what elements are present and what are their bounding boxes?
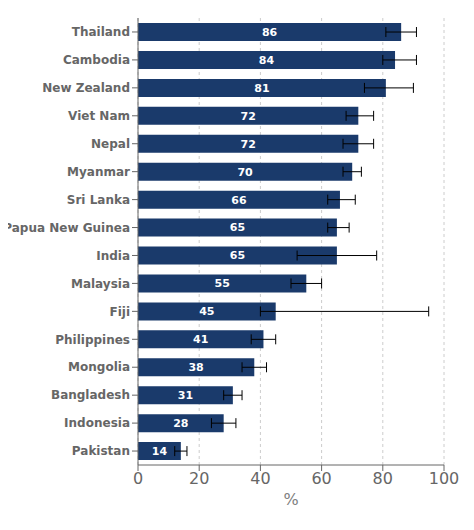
svg-text:Nepal: Nepal (91, 137, 130, 151)
svg-text:70: 70 (237, 166, 253, 179)
svg-text:72: 72 (241, 110, 256, 123)
svg-text:60: 60 (311, 469, 331, 488)
svg-text:55: 55 (214, 277, 229, 290)
svg-text:80: 80 (373, 469, 393, 488)
svg-text:84: 84 (259, 54, 275, 67)
svg-text:38: 38 (188, 361, 203, 374)
svg-text:66: 66 (231, 194, 247, 207)
svg-text:Malaysia: Malaysia (71, 277, 130, 291)
svg-text:65: 65 (230, 221, 245, 234)
svg-text:New Zealand: New Zealand (42, 81, 130, 95)
svg-text:14: 14 (152, 445, 168, 458)
svg-text:Cambodia: Cambodia (63, 53, 130, 67)
svg-text:Mongolia: Mongolia (68, 360, 130, 374)
svg-text:%: % (283, 490, 298, 509)
svg-text:Viet Nam: Viet Nam (68, 109, 130, 123)
svg-text:41: 41 (193, 333, 208, 346)
svg-text:65: 65 (230, 249, 245, 262)
svg-text:Myanmar: Myanmar (67, 165, 130, 179)
svg-text:72: 72 (241, 138, 256, 151)
svg-text:Philippines: Philippines (55, 333, 130, 347)
svg-text:India: India (96, 249, 130, 263)
svg-text:20: 20 (189, 469, 209, 488)
svg-text:Pakistan: Pakistan (72, 444, 130, 458)
svg-text:0: 0 (133, 469, 143, 488)
svg-text:31: 31 (178, 389, 193, 402)
svg-text:100: 100 (429, 469, 460, 488)
svg-text:86: 86 (262, 26, 278, 39)
svg-text:81: 81 (254, 82, 269, 95)
svg-text:Sri Lanka: Sri Lanka (67, 193, 130, 207)
svg-text:40: 40 (250, 469, 270, 488)
svg-text:Bangladesh: Bangladesh (51, 388, 130, 402)
svg-text:Papua New Guinea: Papua New Guinea (8, 221, 130, 235)
svg-text:28: 28 (173, 417, 188, 430)
svg-text:Indonesia: Indonesia (64, 416, 130, 430)
svg-text:45: 45 (199, 305, 214, 318)
svg-text:Thailand: Thailand (72, 25, 130, 39)
svg-text:Fiji: Fiji (109, 305, 130, 319)
